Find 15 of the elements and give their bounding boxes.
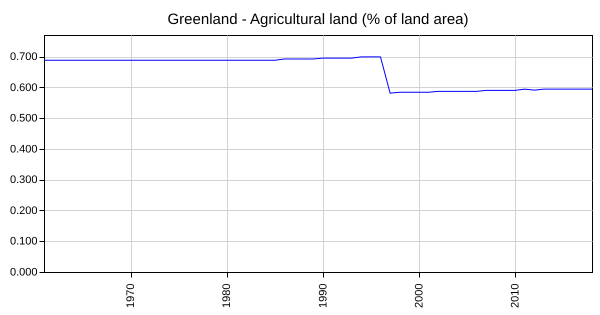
y-tick-label: 0.000	[10, 266, 38, 278]
x-tick-label: 1970	[125, 284, 138, 308]
x-tick-label: 2010	[510, 284, 522, 308]
line-series	[44, 56, 592, 94]
y-tick-label: 0.100	[10, 236, 38, 248]
x-tick-label: 1980	[221, 284, 234, 308]
y-tick-label: 0.600	[10, 82, 38, 94]
x-tick-label: 1990	[317, 284, 330, 308]
y-tick-label: 0.500	[10, 112, 38, 125]
y-tick-label: 0.700	[10, 51, 38, 64]
chart-title: Greenland - Agricultural land (% of land area)	[168, 11, 468, 28]
x-tick-label: 2000	[413, 284, 426, 308]
y-tick-label: 0.300	[10, 174, 38, 186]
y-tick-label: 0.400	[10, 143, 38, 156]
y-tick-label: 0.200	[10, 204, 38, 217]
